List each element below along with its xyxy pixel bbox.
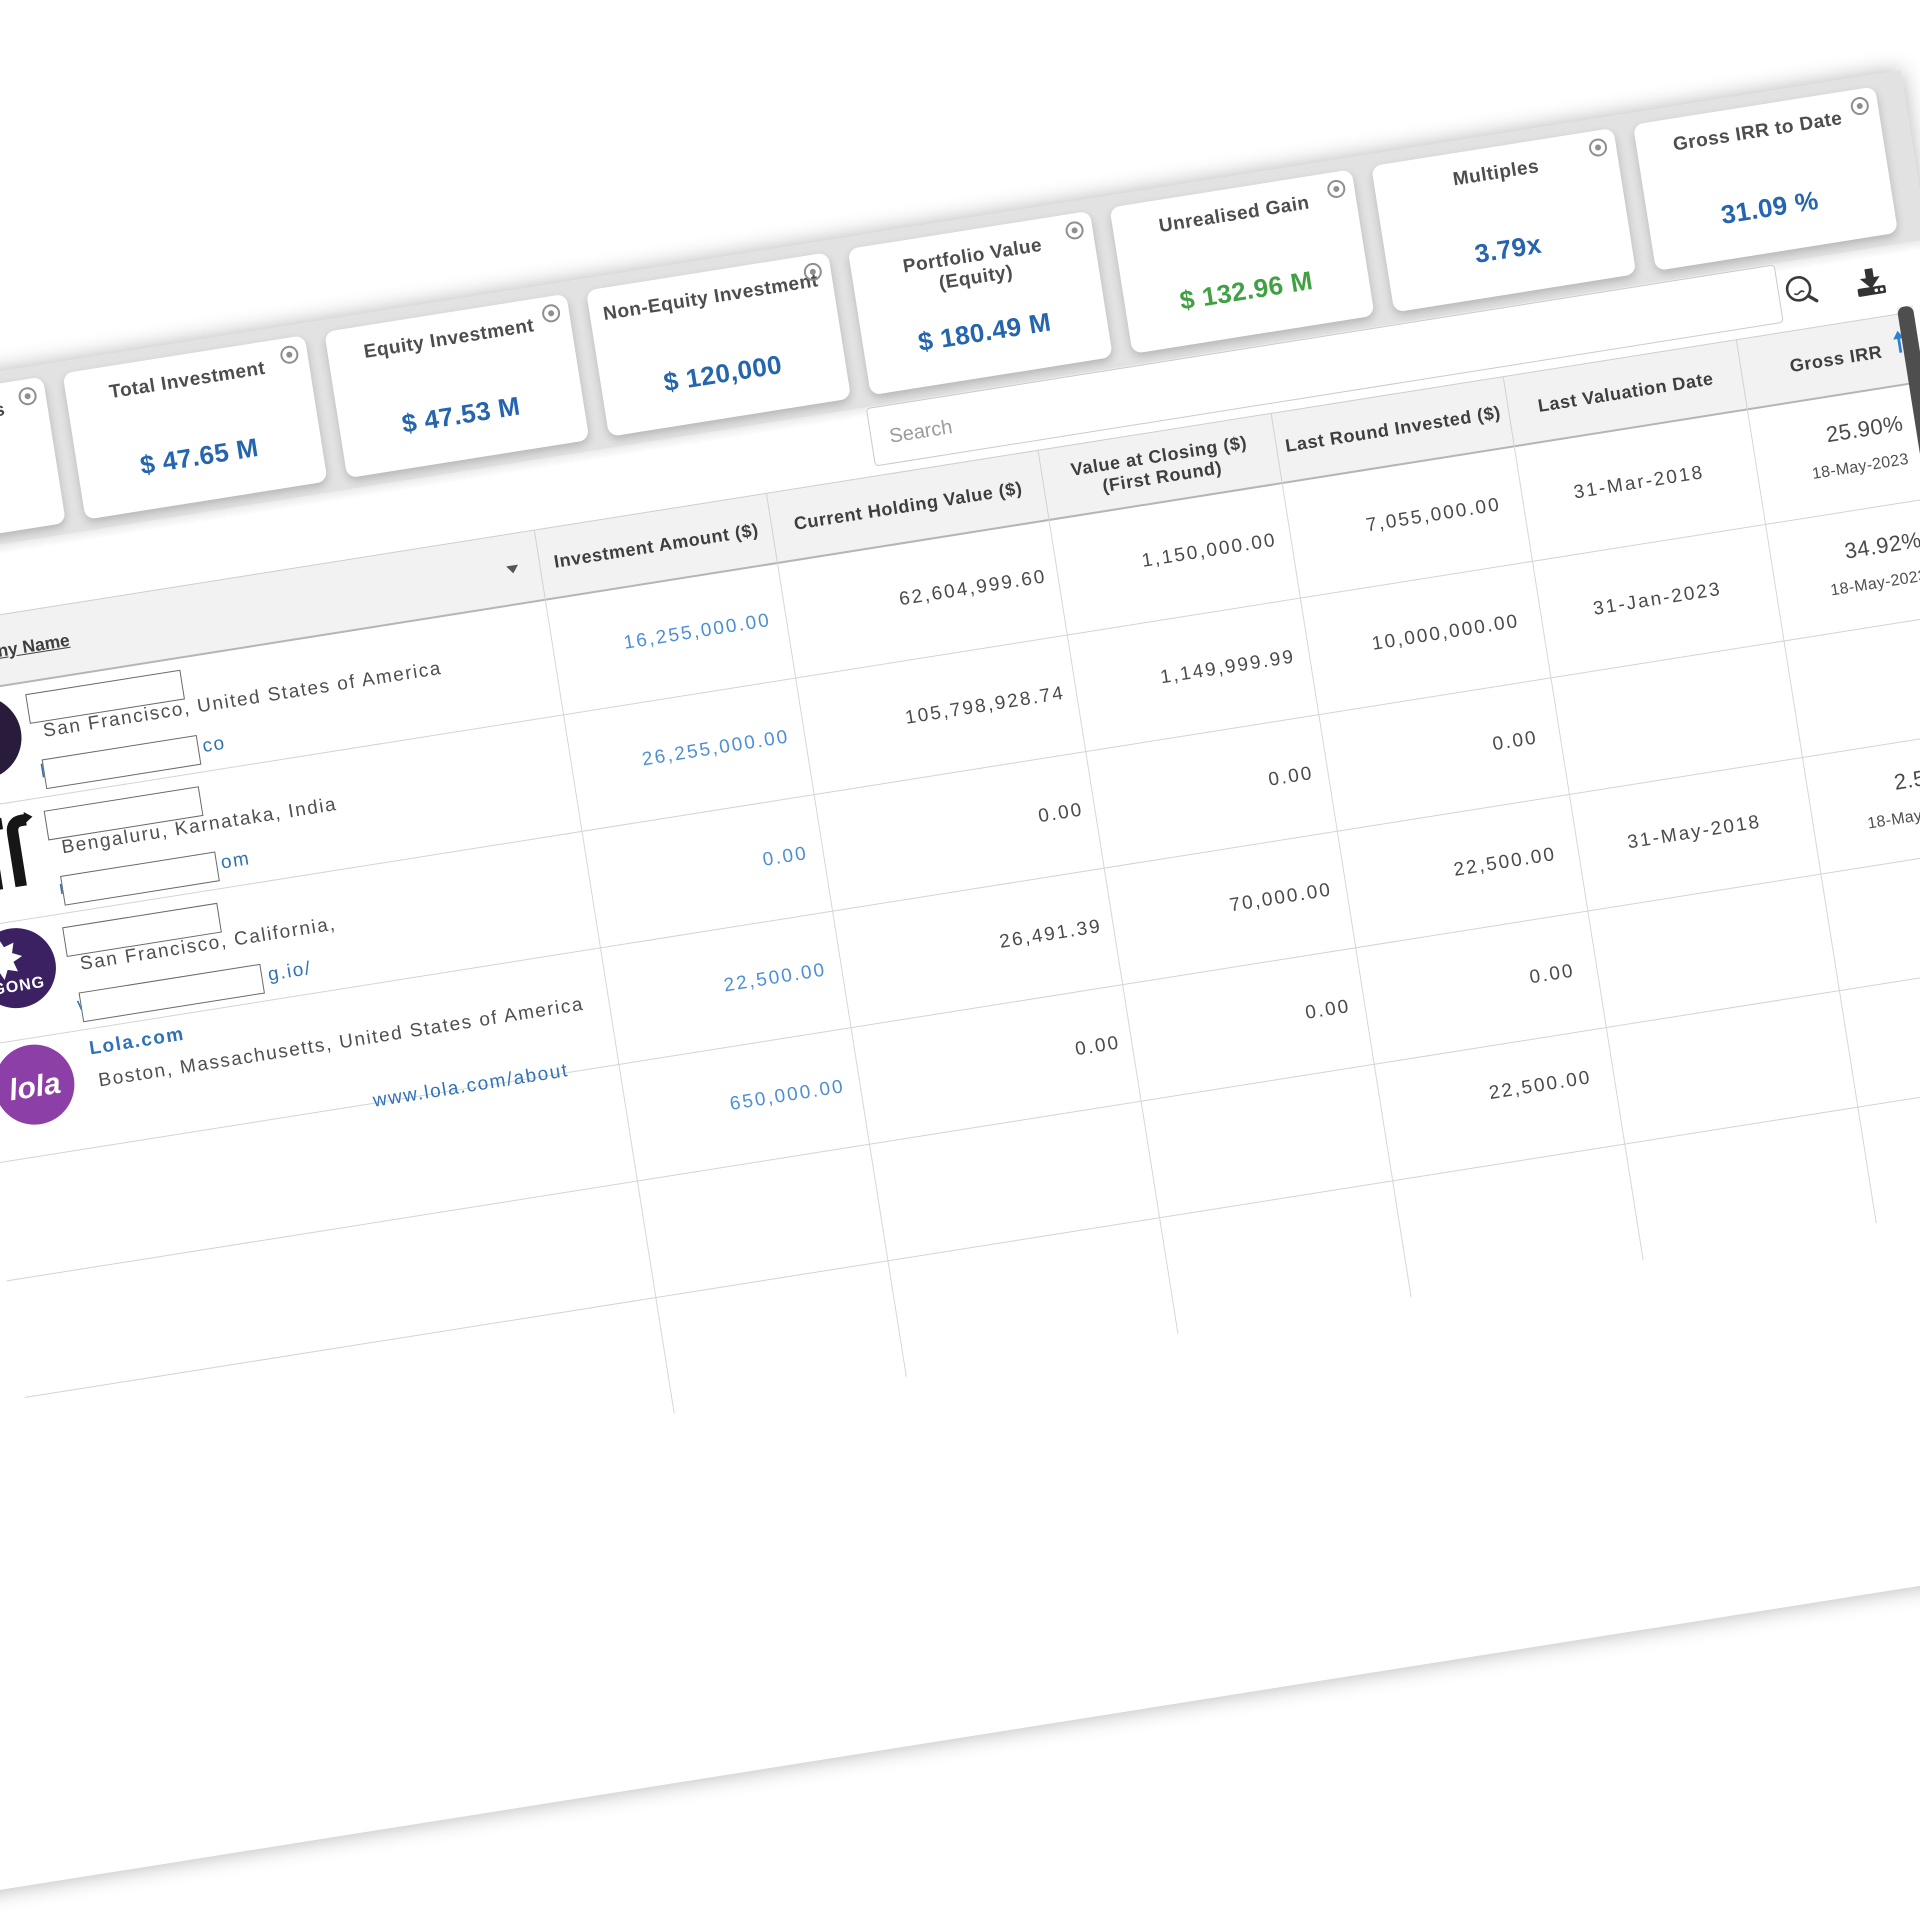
svg-text:lola: lola (7, 1067, 63, 1108)
svg-text:GONG: GONG (0, 974, 47, 999)
